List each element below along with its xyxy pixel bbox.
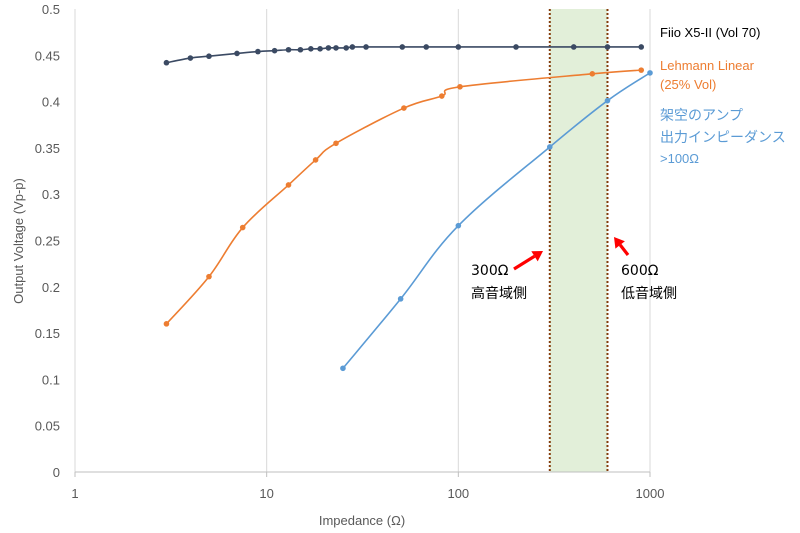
x-tick-label: 10: [259, 486, 273, 501]
y-axis-title: Output Voltage (Vp-p): [11, 178, 26, 304]
series-1-point: [255, 48, 261, 55]
series-2-point: [206, 273, 212, 280]
arrow-shaft: [513, 254, 536, 271]
y-tick-label: 0.5: [42, 2, 60, 17]
series-1-point: [423, 44, 430, 50]
x-tick-label: 100: [447, 486, 469, 501]
series-3-point: [647, 70, 653, 76]
shaded-band-layer: [549, 9, 608, 472]
arrow-600: [614, 237, 630, 256]
y-tick-label: 0.15: [35, 326, 60, 341]
arrow-head: [531, 251, 543, 262]
series-1-point: [271, 47, 278, 54]
arrow-layer: [513, 237, 630, 271]
series-1-point: [333, 45, 339, 51]
legend-label-lehmann-line1: Lehmann Linear: [660, 58, 755, 73]
series-1-point: [163, 59, 170, 66]
arrow-300: [513, 251, 543, 271]
series-2-point: [638, 67, 645, 73]
series-line-2: [165, 69, 642, 325]
series-line-1: [166, 46, 642, 64]
y-tick-label: 0: [53, 465, 60, 480]
marker-300-sublabel: 高音域側: [471, 285, 527, 302]
series-2-point: [163, 321, 170, 327]
series-2-point: [312, 157, 319, 163]
series-layer: [163, 44, 653, 372]
series-3-point: [604, 97, 611, 104]
series-2-point: [285, 182, 292, 188]
shaded-band: [549, 9, 608, 472]
marker-line-layer: [548, 9, 609, 472]
label-layer: Impedance (Ω) Output Voltage (Vp-p) Fiio…: [11, 25, 786, 528]
series-1-point: [638, 44, 645, 50]
series-2-point: [589, 71, 596, 77]
y-tick-label: 0.05: [35, 419, 60, 434]
series-1-point: [363, 44, 369, 50]
series-3-point: [340, 365, 346, 372]
legend-label-virtual-line3: >100Ω: [660, 151, 699, 166]
legend-label-virtual-line1: 架空のアンプ: [660, 107, 743, 123]
marker-600-label: 600Ω: [621, 263, 659, 279]
series-1-point: [325, 45, 332, 51]
series-1-point: [308, 46, 314, 52]
series-2-point: [333, 140, 339, 147]
y-tick-label: 0.4: [42, 95, 60, 110]
series-1-point: [399, 44, 406, 50]
y-tick-label: 0.2: [42, 280, 60, 295]
series-2-point: [401, 105, 407, 111]
series-3-point: [397, 296, 404, 302]
marker-300-label: 300Ω: [471, 263, 509, 279]
x-tick-label: 1000: [636, 486, 665, 501]
series-1-point: [234, 50, 240, 57]
series-2-point: [457, 83, 463, 90]
series-1-point: [285, 46, 292, 53]
series-2-point: [239, 224, 246, 231]
series-1-point: [297, 46, 304, 53]
y-tick-label: 0.3: [42, 187, 60, 202]
series-1-point: [187, 55, 194, 61]
y-tick-label: 0.25: [35, 234, 60, 249]
marker-600-sublabel: 低音域側: [621, 285, 677, 302]
series-1-point: [343, 45, 350, 51]
x-axis-title: Impedance (Ω): [319, 513, 405, 528]
x-tick-label: 1: [71, 486, 78, 501]
series-2-point: [439, 93, 445, 99]
series-1-point: [513, 44, 519, 50]
arrow-head: [614, 237, 625, 249]
series-3-point: [455, 222, 462, 229]
y-tick-label: 0.45: [35, 48, 60, 63]
legend-label-lehmann-line2: (25% Vol): [660, 77, 716, 92]
legend-label-fiio: Fiio X5-II (Vol 70): [660, 25, 760, 40]
y-tick-label: 0.1: [42, 372, 60, 387]
series-1-point: [317, 46, 323, 52]
arrow-shaft: [618, 243, 630, 256]
series-1-point: [455, 44, 462, 50]
axis-layer: 1 10 100 1000 0 0.05 0.1 0.15 0.2 0.25 0.3 0.35 0.4 0…: [35, 2, 665, 501]
series-3-point: [546, 144, 553, 150]
series-1-point: [349, 44, 356, 50]
y-tick-label: 0.35: [35, 141, 60, 156]
legend-label-virtual-line2: 出力インピーダンス: [660, 129, 786, 145]
series-1-point: [604, 44, 611, 50]
series-1-point: [206, 53, 212, 60]
series-1-point: [570, 44, 577, 50]
